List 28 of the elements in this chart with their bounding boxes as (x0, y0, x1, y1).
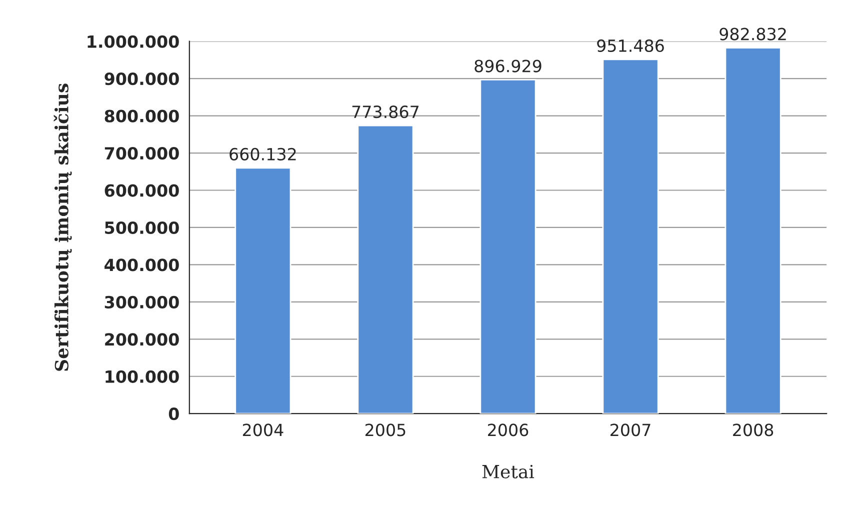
bar (234, 167, 292, 414)
x-tick-label: 2005 (365, 424, 406, 436)
data-label: 951.486 (597, 39, 664, 52)
data-label: 660.132 (230, 148, 296, 160)
y-tick-label: 1.000.000 (88, 35, 179, 48)
data-label: 896.929 (474, 60, 542, 72)
x-tick-label: 2007 (610, 424, 650, 436)
bar (357, 124, 414, 414)
y-tick-label: 800.000 (104, 110, 179, 122)
y-tick-label: 600.000 (104, 184, 179, 197)
bar (480, 79, 536, 414)
bar (602, 58, 659, 414)
x-axis-title: Metai (482, 464, 534, 478)
x-tick-label: 2004 (242, 424, 284, 436)
x-tick-label: 2008 (733, 424, 774, 436)
x-tick-label: 2006 (488, 424, 528, 436)
y-tick-label: 500.000 (105, 221, 179, 234)
y-axis-title: Sertifikuotų įmonių skaičius (54, 84, 72, 371)
y-tick-label: 700.000 (104, 146, 179, 160)
y-tick-label: 0 (168, 408, 179, 420)
y-tick-label: 300.000 (104, 296, 179, 308)
y-tick-label: 400.000 (104, 258, 179, 272)
y-tick-label: 200.000 (105, 333, 179, 346)
data-label: 982.832 (720, 28, 786, 40)
y-tick-label: 100.000 (106, 370, 179, 383)
data-label: 773.867 (352, 106, 418, 118)
bar (724, 47, 782, 414)
y-tick-label: 900.000 (104, 72, 179, 86)
